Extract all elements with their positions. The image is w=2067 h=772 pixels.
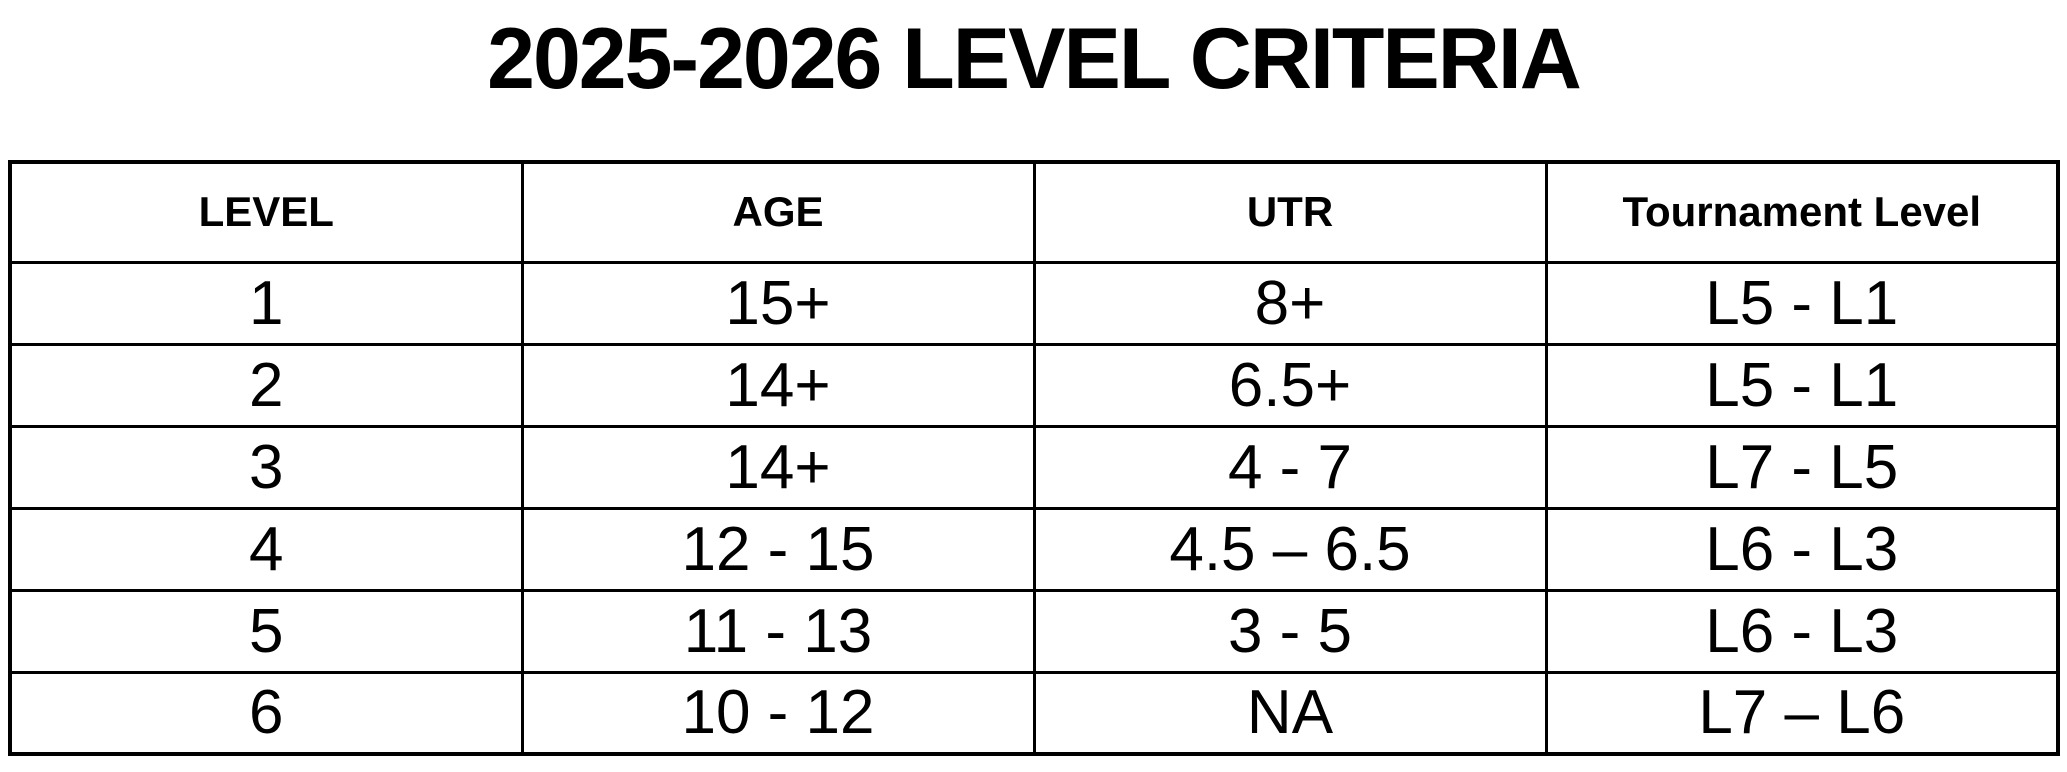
cell-utr: 4 - 7	[1032, 424, 1548, 510]
cell-tournament: L6 - L3	[1544, 506, 2060, 592]
cell-level: 6	[8, 670, 524, 756]
header-cell-level: LEVEL	[8, 160, 524, 264]
table-row: 4 12 - 15 4.5 – 6.5 L6 - L3	[8, 506, 2060, 592]
cell-level: 5	[8, 588, 524, 674]
header-cell-tournament-level: Tournament Level	[1544, 160, 2060, 264]
level-criteria-table: LEVEL AGE UTR Tournament Level 1 15+ 8+ …	[8, 160, 2060, 756]
cell-tournament: L5 - L1	[1544, 342, 2060, 428]
cell-age: 10 - 12	[520, 670, 1036, 756]
cell-age: 11 - 13	[520, 588, 1036, 674]
cell-tournament: L5 - L1	[1544, 260, 2060, 346]
cell-level: 3	[8, 424, 524, 510]
cell-level: 4	[8, 506, 524, 592]
table-row: 3 14+ 4 - 7 L7 - L5	[8, 424, 2060, 510]
cell-level: 1	[8, 260, 524, 346]
table-row: 2 14+ 6.5+ L5 - L1	[8, 342, 2060, 428]
cell-utr: 6.5+	[1032, 342, 1548, 428]
page-title: 2025-2026 LEVEL CRITERIA	[487, 11, 1582, 107]
cell-utr: NA	[1032, 670, 1548, 756]
cell-tournament: L7 - L5	[1544, 424, 2060, 510]
cell-utr: 3 - 5	[1032, 588, 1548, 674]
table-row: 6 10 - 12 NA L7 – L6	[8, 670, 2060, 756]
cell-tournament: L6 - L3	[1544, 588, 2060, 674]
cell-level: 2	[8, 342, 524, 428]
cell-age: 14+	[520, 424, 1036, 510]
header-cell-age: AGE	[520, 160, 1036, 264]
cell-utr: 8+	[1032, 260, 1548, 346]
table-row: 5 11 - 13 3 - 5 L6 - L3	[8, 588, 2060, 674]
table-row: 1 15+ 8+ L5 - L1	[8, 260, 2060, 346]
table-header-row: LEVEL AGE UTR Tournament Level	[8, 160, 2060, 264]
cell-age: 12 - 15	[520, 506, 1036, 592]
cell-age: 15+	[520, 260, 1036, 346]
cell-age: 14+	[520, 342, 1036, 428]
cell-tournament: L7 – L6	[1544, 670, 2060, 756]
cell-utr: 4.5 – 6.5	[1032, 506, 1548, 592]
header-cell-utr: UTR	[1032, 160, 1548, 264]
